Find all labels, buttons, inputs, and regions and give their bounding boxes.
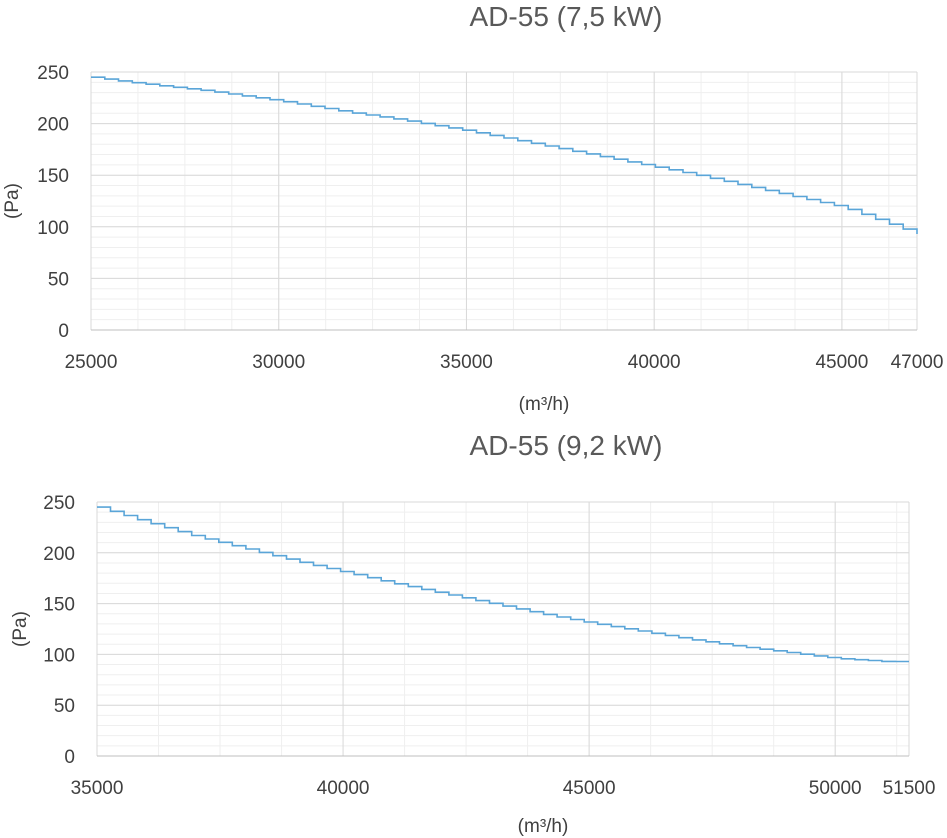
y-tick-label: 150 [37,166,69,187]
x-tick-label: 30000 [252,352,305,373]
y-tick-label: 250 [37,63,69,84]
y-tick-label: 50 [54,696,75,717]
x-tick-label: 35000 [440,352,493,373]
chart-2: 0 50 100 150 200 250 35000 40000 45000 50000 51500… [10,430,935,837]
y-tick-label: 150 [43,595,75,616]
x-tick-label: 40000 [628,352,681,373]
series-line [97,506,909,663]
chart-1: 0 50 100 150 200 250 25000 30000 35000 40000 45000… [2,1,943,415]
x-tick-label: 35000 [71,778,124,799]
y-tick-label: 0 [64,747,75,768]
series-line [91,76,918,234]
x-tick-label: 45000 [815,352,868,373]
x-tick-label: 50000 [809,778,862,799]
chart-title: AD-55 (9,2 kW) [470,430,663,461]
x-tick-label: 25000 [65,352,118,373]
y-tick-label: 200 [37,115,69,136]
y-tick-label: 250 [43,493,75,514]
x-tick-label: 40000 [317,778,370,799]
x-tick-label: 45000 [563,778,616,799]
y-tick-label: 0 [58,321,69,342]
y-tick-label: 100 [37,218,69,239]
y-tick-label: 50 [48,269,69,290]
y-axis-label: (Pa) [2,183,23,219]
x-axis-label: (m³/h) [519,394,570,415]
y-axis-label: (Pa) [10,611,31,647]
x-tick-label: 47000 [891,352,944,373]
x-axis-label: (m³/h) [518,816,569,837]
y-tick-label: 100 [43,645,75,666]
chart-title: AD-55 (7,5 kW) [470,1,663,32]
y-tick-label: 200 [43,544,75,565]
x-tick-label: 51500 [883,778,936,799]
